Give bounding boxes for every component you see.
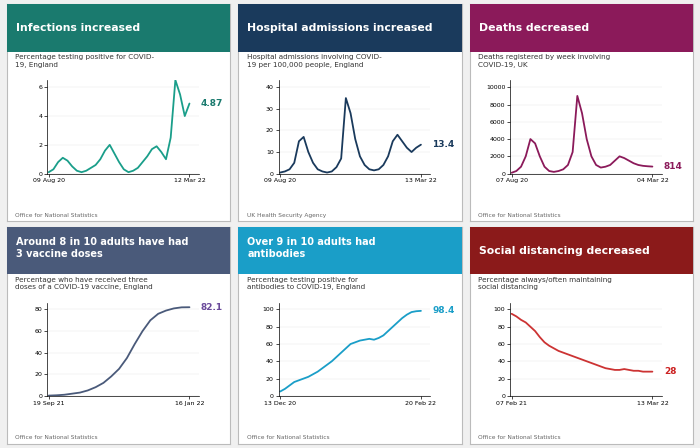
Text: Hospital admissions involving COVID-
19 per 100,000 people, England: Hospital admissions involving COVID- 19 … xyxy=(247,54,382,68)
Text: Percentage always/often maintaining
social distancing: Percentage always/often maintaining soci… xyxy=(478,276,612,290)
Text: Office for National Statistics: Office for National Statistics xyxy=(15,213,98,218)
Text: 98.4: 98.4 xyxy=(433,306,455,315)
Text: Hospital admissions increased: Hospital admissions increased xyxy=(247,23,433,33)
Text: UK Health Security Agency: UK Health Security Agency xyxy=(247,213,326,218)
Text: 13.4: 13.4 xyxy=(433,140,455,149)
Text: 28: 28 xyxy=(664,367,676,376)
Text: Infections increased: Infections increased xyxy=(16,23,140,33)
Text: Office for National Statistics: Office for National Statistics xyxy=(478,213,561,218)
Text: Office for National Statistics: Office for National Statistics xyxy=(247,435,330,440)
Text: Social distancing decreased: Social distancing decreased xyxy=(479,246,650,255)
Text: 4.87: 4.87 xyxy=(201,99,223,108)
Text: Percentage testing positive for COVID-
19, England: Percentage testing positive for COVID- 1… xyxy=(15,54,155,68)
Text: Percentage testing positive for
antibodies to COVID-19, England: Percentage testing positive for antibodi… xyxy=(247,276,365,290)
Text: Over 9 in 10 adults had
antibodies: Over 9 in 10 adults had antibodies xyxy=(247,237,376,259)
Text: Around 8 in 10 adults have had
3 vaccine doses: Around 8 in 10 adults have had 3 vaccine… xyxy=(16,237,188,259)
Text: 82.1: 82.1 xyxy=(201,303,223,312)
Text: Deaths registered by week involving
COVID-19, UK: Deaths registered by week involving COVI… xyxy=(478,54,610,68)
Text: Deaths decreased: Deaths decreased xyxy=(479,23,589,33)
Text: 814: 814 xyxy=(664,162,682,171)
Text: Percentage who have received three
doses of a COVID-19 vaccine, England: Percentage who have received three doses… xyxy=(15,276,153,290)
Text: Office for National Statistics: Office for National Statistics xyxy=(478,435,561,440)
Text: Office for National Statistics: Office for National Statistics xyxy=(15,435,98,440)
